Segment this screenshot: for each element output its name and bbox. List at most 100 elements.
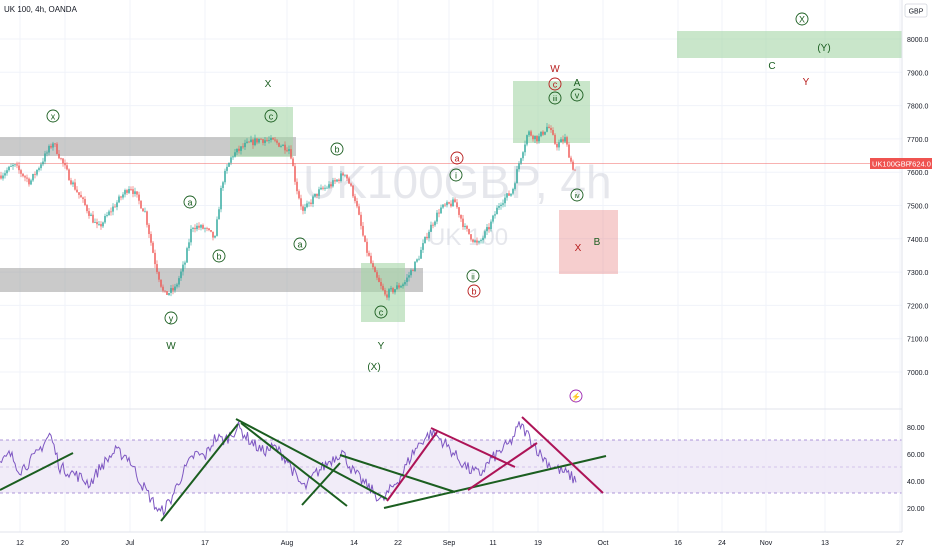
candle-body — [312, 196, 314, 204]
candle-body — [368, 252, 370, 256]
price-tick-label: 8000.0 — [907, 37, 929, 44]
wave-label-iii-circled: iii — [553, 96, 558, 103]
candle-body — [388, 289, 390, 298]
time-tick-label: 20 — [61, 540, 69, 547]
candle-body — [490, 221, 492, 230]
currency-button[interactable]: GBP — [904, 3, 928, 18]
candle-body — [426, 236, 428, 239]
time-tick-label: 13 — [821, 540, 829, 547]
time-tick-label: Nov — [760, 540, 773, 547]
candle-body — [474, 240, 476, 242]
candle-body — [4, 173, 6, 176]
candle-body — [88, 211, 90, 216]
time-tick-label: 19 — [534, 540, 542, 547]
candle-body — [116, 202, 118, 208]
price-tick-label: 7000.0 — [907, 370, 929, 377]
candle-body — [376, 272, 378, 278]
candle-body — [424, 236, 426, 244]
candle-body — [162, 286, 164, 291]
candle-body — [298, 191, 300, 199]
red-zone-x — [559, 210, 618, 274]
time-tick-label: 11 — [489, 540, 496, 547]
rsi-tick-label: 20.00 — [907, 506, 925, 513]
candle-body — [190, 228, 192, 243]
candle-body — [372, 263, 374, 268]
candle-body — [484, 231, 486, 238]
candle-body — [28, 178, 30, 185]
time-tick-label: Jul — [126, 540, 135, 547]
candle-body — [112, 206, 114, 212]
candle-body — [310, 202, 312, 204]
candle-body — [56, 143, 58, 154]
time-tick-label: 16 — [674, 540, 682, 547]
gray-zone-bottom — [0, 268, 423, 292]
candle-body — [188, 242, 190, 249]
candle-body — [128, 188, 130, 193]
candle-body — [196, 225, 198, 230]
wave-label-W-2: W — [550, 64, 560, 75]
candle-body — [456, 202, 458, 208]
time-tick-label: Aug — [281, 540, 294, 547]
candle-body — [574, 169, 576, 171]
candle-body — [6, 170, 8, 174]
watermark-name: UK 100 — [428, 224, 508, 251]
wave-label-A: A — [574, 78, 581, 89]
candle-body — [470, 234, 472, 240]
candle-body — [206, 228, 208, 229]
candle-body — [216, 219, 218, 236]
candle-body — [360, 214, 362, 226]
candle-body — [264, 140, 266, 143]
wave-label-b-2: b — [334, 145, 339, 155]
trendline-red-4 — [521, 416, 604, 494]
candle-body — [428, 231, 430, 239]
price-tick-label: 7700.0 — [907, 137, 929, 144]
candle-body — [180, 271, 182, 279]
wave-label-iv-circled: iv — [574, 193, 580, 200]
wave-label-c-2: c — [379, 308, 384, 318]
candle-body — [402, 284, 404, 287]
candle-body — [446, 202, 448, 206]
candle-body — [76, 189, 78, 193]
candle-body — [378, 277, 380, 283]
candle-body — [94, 222, 96, 223]
candle-body — [352, 185, 354, 197]
candle-body — [248, 141, 250, 143]
candle-body — [374, 267, 376, 273]
wave-label-ii-circled: ii — [471, 273, 475, 282]
candle-body — [2, 175, 4, 179]
candlestick-series — [0, 122, 576, 301]
candle-body — [102, 222, 104, 227]
candle-body — [232, 156, 234, 158]
candle-body — [244, 142, 246, 148]
candle-body — [198, 225, 200, 228]
candle-body — [386, 294, 388, 298]
candle-body — [436, 212, 438, 222]
rsi-line — [0, 421, 577, 517]
candle-body — [78, 192, 80, 195]
currency-button-label[interactable]: GBP — [909, 9, 924, 16]
candle-body — [552, 130, 554, 135]
current-price-symbol: UK100GBP — [872, 160, 911, 169]
candle-body — [406, 277, 408, 283]
price-axis: 8000.0 7900.0 7800.0 7700.0 7600.0 7500.0 7400… — [907, 37, 929, 377]
candle-body — [82, 197, 84, 200]
candle-body — [86, 205, 88, 212]
candle-body — [164, 290, 166, 292]
candle-body — [380, 282, 382, 286]
candle-body — [214, 235, 216, 238]
candle-body — [146, 211, 148, 225]
wave-label-y-circled: y — [169, 314, 174, 324]
rsi-trendlines — [0, 416, 607, 522]
candle-body — [8, 166, 10, 171]
trendline-green-7 — [383, 455, 607, 509]
candle-body — [442, 204, 444, 208]
candle-body — [100, 224, 102, 227]
candle-body — [480, 240, 482, 242]
wave-label-a-2: a — [297, 240, 302, 250]
candle-body — [546, 126, 548, 132]
time-tick-label: 12 — [16, 540, 24, 547]
trendline-green-2 — [160, 423, 239, 522]
candle-body — [150, 234, 152, 243]
trendline-red-1 — [386, 431, 438, 502]
